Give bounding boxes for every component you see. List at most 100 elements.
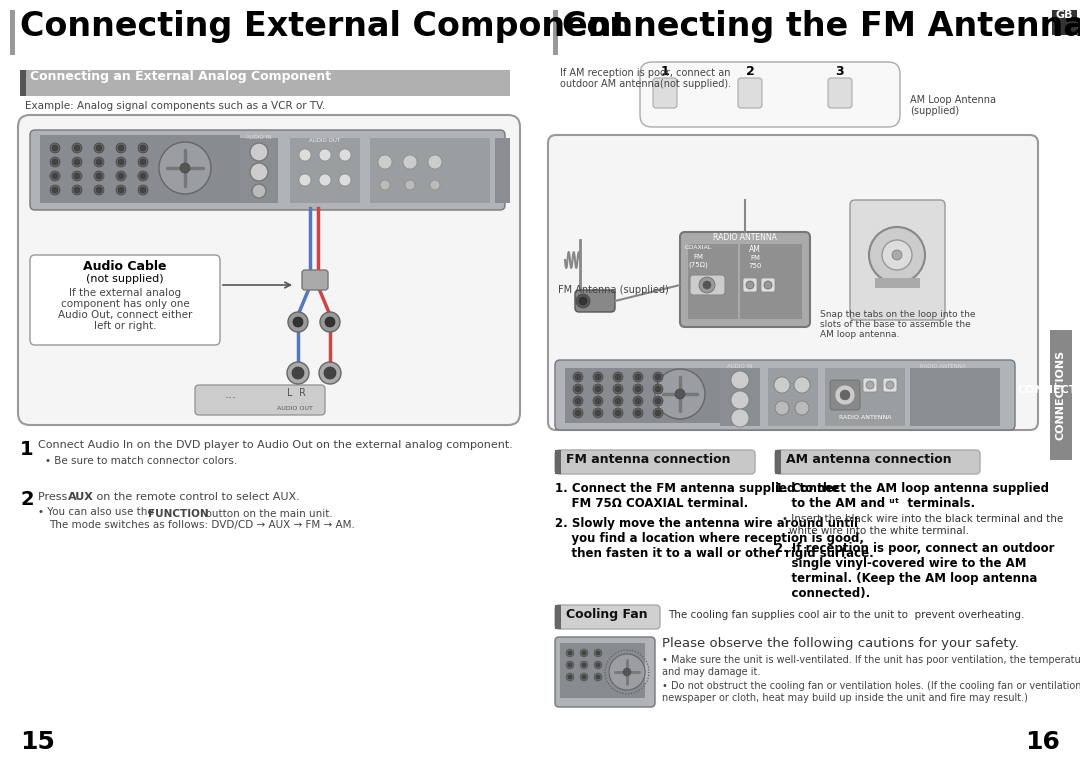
Bar xyxy=(555,605,561,629)
Text: to the AM and ᵘᵗ  terminals.: to the AM and ᵘᵗ terminals. xyxy=(775,497,975,510)
Circle shape xyxy=(573,372,583,382)
Circle shape xyxy=(595,410,600,416)
FancyBboxPatch shape xyxy=(828,78,852,108)
Text: and may damage it.: and may damage it. xyxy=(662,667,760,677)
Circle shape xyxy=(635,374,642,380)
Circle shape xyxy=(96,173,102,179)
Text: (not supplied): (not supplied) xyxy=(86,274,164,284)
Text: single vinyl-covered wire to the AM: single vinyl-covered wire to the AM xyxy=(775,557,1026,570)
Text: The cooling fan supplies cool air to the unit to  prevent overheating.: The cooling fan supplies cool air to the… xyxy=(669,610,1024,620)
Circle shape xyxy=(94,171,104,181)
Text: component has only one: component has only one xyxy=(60,299,189,309)
Circle shape xyxy=(50,157,60,167)
Circle shape xyxy=(635,386,642,392)
FancyBboxPatch shape xyxy=(761,278,775,292)
FancyBboxPatch shape xyxy=(548,135,1038,430)
Circle shape xyxy=(731,409,750,427)
Circle shape xyxy=(573,408,583,418)
Circle shape xyxy=(75,173,80,179)
Circle shape xyxy=(568,675,572,679)
Text: • Make sure the unit is well-ventilated. If the unit has poor ventilation, the t: • Make sure the unit is well-ventilated.… xyxy=(662,655,1080,665)
Circle shape xyxy=(764,281,772,289)
Text: If the external analog: If the external analog xyxy=(69,288,181,298)
Circle shape xyxy=(52,187,58,193)
Circle shape xyxy=(580,649,588,657)
Text: AM Loop Antenna: AM Loop Antenna xyxy=(910,95,996,105)
Text: Connecting External Component: Connecting External Component xyxy=(21,10,627,43)
Circle shape xyxy=(319,174,330,186)
Text: 1. Connect the AM loop antenna supplied: 1. Connect the AM loop antenna supplied xyxy=(775,482,1049,495)
Circle shape xyxy=(324,367,336,379)
Circle shape xyxy=(380,180,390,190)
Text: FM antenna connection: FM antenna connection xyxy=(566,453,730,466)
Text: L: L xyxy=(287,388,293,398)
Circle shape xyxy=(403,155,417,169)
Circle shape xyxy=(138,171,148,181)
Text: AUDIO OUT: AUDIO OUT xyxy=(278,406,313,411)
Circle shape xyxy=(593,408,603,418)
FancyBboxPatch shape xyxy=(30,255,220,345)
Circle shape xyxy=(596,663,600,667)
Circle shape xyxy=(576,294,590,308)
Circle shape xyxy=(840,390,850,400)
Circle shape xyxy=(50,143,60,153)
Circle shape xyxy=(633,384,643,394)
Text: 1: 1 xyxy=(661,65,670,78)
FancyBboxPatch shape xyxy=(302,270,328,290)
Text: newspaper or cloth, heat may build up inside the unit and fire may result.): newspaper or cloth, heat may build up in… xyxy=(662,693,1028,703)
Circle shape xyxy=(140,173,146,179)
Circle shape xyxy=(615,374,621,380)
Circle shape xyxy=(299,174,311,186)
Bar xyxy=(775,450,781,474)
Circle shape xyxy=(566,673,573,681)
Circle shape xyxy=(72,171,82,181)
Circle shape xyxy=(653,372,663,382)
Text: RADIO ANTENNA: RADIO ANTENNA xyxy=(920,364,966,369)
Text: COAXIAL: COAXIAL xyxy=(685,245,712,250)
Bar xyxy=(10,10,15,55)
Text: AUDIO IN: AUDIO IN xyxy=(246,135,272,140)
Text: 2: 2 xyxy=(21,490,33,509)
Circle shape xyxy=(882,240,912,270)
Text: AM loop antenna.: AM loop antenna. xyxy=(820,330,900,339)
Circle shape xyxy=(72,143,82,153)
Text: (75Ω): (75Ω) xyxy=(688,261,707,268)
Circle shape xyxy=(609,654,645,690)
Bar xyxy=(1052,10,1077,35)
Bar xyxy=(561,643,645,698)
Circle shape xyxy=(623,668,631,676)
Circle shape xyxy=(654,398,661,404)
Text: Please observe the following cautions for your safety.: Please observe the following cautions fo… xyxy=(662,637,1018,650)
FancyBboxPatch shape xyxy=(775,450,980,474)
Circle shape xyxy=(699,277,715,293)
Circle shape xyxy=(138,185,148,195)
Circle shape xyxy=(595,386,600,392)
Circle shape xyxy=(869,227,924,283)
Circle shape xyxy=(138,143,148,153)
FancyBboxPatch shape xyxy=(640,62,900,127)
Text: outdoor AM antenna(not supplied).: outdoor AM antenna(not supplied). xyxy=(561,79,731,89)
Circle shape xyxy=(582,663,586,667)
Text: FM Antenna (supplied): FM Antenna (supplied) xyxy=(558,285,669,295)
Text: • Do not obstruct the cooling fan or ventilation holes. (If the cooling fan or v: • Do not obstruct the cooling fan or ven… xyxy=(662,681,1080,691)
Circle shape xyxy=(180,163,190,173)
Circle shape xyxy=(118,173,124,179)
Circle shape xyxy=(249,143,268,161)
Text: • Insert the black wire into the black terminal and the: • Insert the black wire into the black t… xyxy=(782,514,1063,524)
Circle shape xyxy=(339,149,351,161)
Text: on the remote control to select AUX.: on the remote control to select AUX. xyxy=(93,492,300,502)
Circle shape xyxy=(731,391,750,409)
Circle shape xyxy=(595,398,600,404)
Text: AM antenna connection: AM antenna connection xyxy=(786,453,951,466)
FancyBboxPatch shape xyxy=(30,130,505,210)
Bar xyxy=(740,244,802,319)
Circle shape xyxy=(138,157,148,167)
FancyBboxPatch shape xyxy=(195,385,325,415)
Text: Audio Out, connect either: Audio Out, connect either xyxy=(58,310,192,320)
Text: Connecting the FM Antenna: Connecting the FM Antenna xyxy=(562,10,1080,43)
Circle shape xyxy=(430,180,440,190)
Circle shape xyxy=(140,145,146,151)
Text: GB: GB xyxy=(1055,10,1072,20)
Circle shape xyxy=(615,398,621,404)
Circle shape xyxy=(794,377,810,393)
